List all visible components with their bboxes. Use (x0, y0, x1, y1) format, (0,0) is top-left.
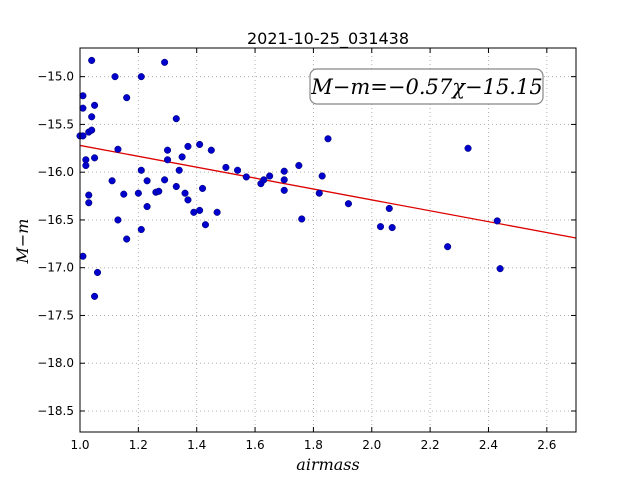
data-point (493, 217, 501, 225)
plot-frame (79, 47, 577, 433)
data-point (388, 224, 396, 232)
data-point (207, 146, 215, 154)
data-point (120, 190, 128, 198)
data-point (93, 268, 102, 277)
data-point (161, 58, 169, 66)
data-point (79, 252, 87, 260)
data-point (172, 182, 180, 191)
fit-equation-box: M−m=−0.57χ−15.15 (309, 68, 544, 105)
data-point (137, 225, 145, 234)
data-point (196, 140, 204, 149)
data-point (376, 223, 385, 231)
data-point (114, 216, 122, 224)
data-point (385, 204, 393, 213)
annotation-box (309, 68, 544, 105)
y-tick-label: −17.0 (37, 261, 74, 275)
data-point (213, 208, 221, 216)
data-point (88, 56, 96, 64)
x-tick-label: 1.0 (70, 438, 89, 452)
data-point (143, 177, 151, 185)
data-point (175, 166, 183, 174)
x-tick-label: 1.8 (304, 438, 323, 452)
data-point (222, 163, 230, 171)
y-tick-label: −16.0 (37, 165, 74, 179)
fit-equation: M−m=−0.57χ−15.15 (310, 75, 542, 99)
x-tick-label: 2.0 (362, 438, 381, 452)
y-tick-label: −18.5 (37, 404, 74, 418)
data-point (318, 172, 326, 180)
data-point (280, 186, 288, 194)
data-point (201, 221, 210, 229)
data-point (134, 189, 142, 197)
data-point (280, 167, 288, 175)
y-axis-ticks: −15.0 −15.5 −16.0 −16.5 −17.0 −17.5 −18.0 −18.5 (37, 70, 576, 418)
data-point (315, 189, 323, 197)
data-point (295, 161, 303, 170)
data-point (91, 154, 99, 162)
data-point (184, 142, 192, 150)
y-tick-label: −16.5 (37, 213, 74, 227)
data-point (114, 145, 122, 153)
data-point (79, 104, 87, 112)
data-point (143, 203, 151, 211)
data-point (123, 94, 131, 102)
data-point (260, 176, 268, 184)
data-point (137, 166, 145, 174)
data-point (88, 126, 96, 134)
data-point (79, 92, 87, 100)
fit-line (79, 144, 577, 239)
x-tick-label: 1.6 (246, 438, 265, 452)
data-point (280, 176, 288, 184)
data-point (464, 144, 472, 152)
x-tick-label: 2.4 (479, 438, 498, 452)
data-point (181, 189, 189, 197)
y-axis-label: M−m (13, 219, 32, 265)
data-point (184, 196, 192, 204)
data-point (444, 243, 452, 251)
data-point (79, 132, 87, 140)
data-point (111, 73, 119, 81)
data-point (155, 187, 163, 195)
data-points (76, 56, 504, 300)
data-point (234, 166, 242, 174)
chart-title: 2021-10-25_031438 (247, 29, 409, 49)
data-point (242, 173, 250, 181)
data-point (196, 206, 204, 214)
data-point (324, 135, 332, 143)
data-point (123, 235, 131, 243)
data-point (178, 153, 186, 161)
y-tick-label: −15.5 (37, 117, 74, 131)
data-point (163, 156, 172, 164)
x-tick-label: 1.2 (129, 438, 148, 452)
x-axis-ticks: 1.0 1.2 1.4 1.6 1.8 2.0 2.2 2.4 2.6 (70, 48, 556, 452)
data-point (172, 115, 180, 123)
x-tick-label: 2.2 (421, 438, 440, 452)
data-point (298, 215, 306, 223)
y-tick-label: −15.0 (37, 70, 74, 84)
y-tick-label: −18.0 (37, 356, 74, 370)
data-point (91, 101, 99, 109)
data-point (266, 172, 274, 180)
data-point (344, 200, 352, 208)
x-axis-label: airmass (296, 455, 359, 474)
data-point (85, 191, 93, 199)
data-point (108, 177, 116, 185)
data-point (198, 184, 207, 192)
y-tick-label: −17.5 (37, 308, 74, 322)
data-point (496, 265, 504, 273)
data-point (82, 161, 90, 170)
x-tick-label: 2.6 (537, 438, 556, 452)
data-point (137, 73, 145, 81)
x-tick-label: 1.4 (187, 438, 206, 452)
fit-line-layer (79, 144, 577, 239)
data-point (161, 176, 169, 184)
data-point (91, 292, 99, 300)
data-point (88, 113, 96, 121)
data-point (163, 146, 172, 154)
data-point (85, 199, 93, 207)
